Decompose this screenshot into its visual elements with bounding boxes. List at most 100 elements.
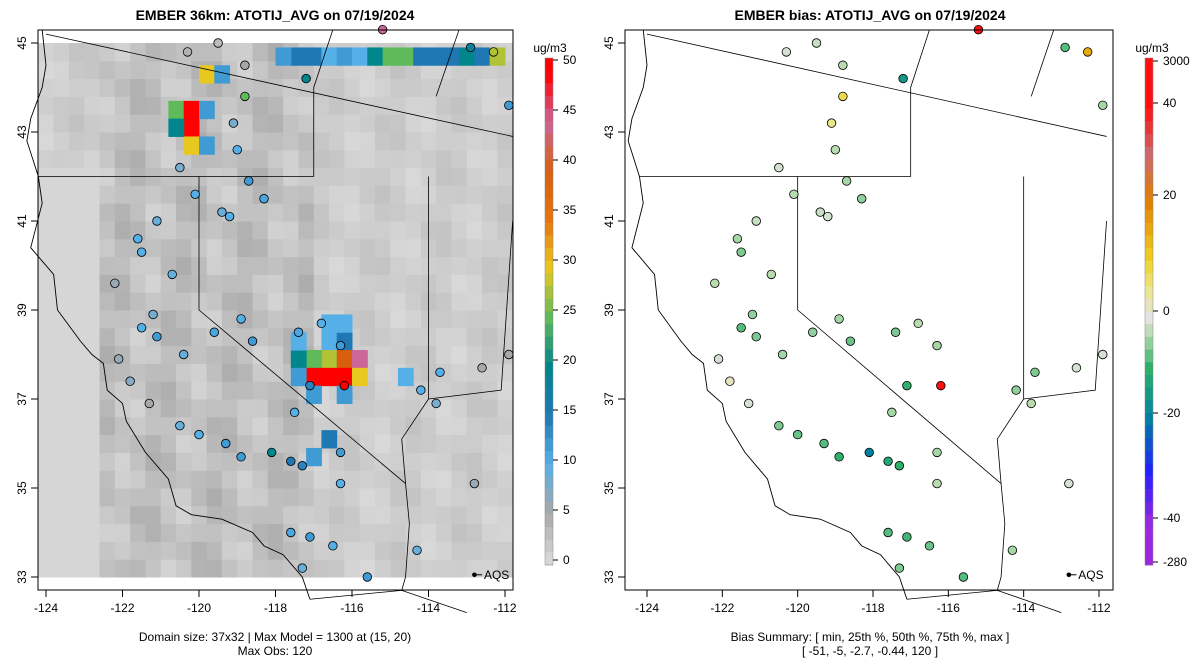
grid-cell bbox=[53, 149, 70, 169]
colorbar-segment bbox=[545, 159, 553, 173]
grid-cell-high bbox=[275, 47, 292, 66]
grid-cell bbox=[374, 132, 391, 151]
grid-cell bbox=[53, 132, 70, 151]
grid-cell-high bbox=[306, 447, 322, 467]
grid-cell bbox=[99, 292, 116, 311]
grid-cell bbox=[68, 488, 85, 507]
colorbar-segment bbox=[545, 273, 553, 287]
grid-cell bbox=[283, 488, 299, 507]
station-point bbox=[774, 162, 784, 173]
left-colorbar-unit: ug/m3 bbox=[533, 41, 567, 55]
grid-cell bbox=[130, 363, 146, 382]
colorbar-segment bbox=[1145, 172, 1153, 186]
grid-cell bbox=[374, 541, 391, 560]
grid-cell bbox=[84, 238, 101, 258]
grid-cell bbox=[221, 238, 238, 258]
grid-cell bbox=[176, 559, 192, 578]
grid-cell bbox=[267, 256, 284, 275]
grid-cell bbox=[221, 559, 238, 578]
colorbar-tick-label: 35 bbox=[563, 203, 577, 217]
station-point bbox=[777, 349, 788, 360]
grid-cell bbox=[114, 185, 131, 204]
grid-cell bbox=[451, 363, 468, 382]
station-point bbox=[236, 314, 246, 324]
grid-cell bbox=[145, 381, 162, 400]
grid-cell bbox=[390, 185, 407, 204]
grid-cell-high bbox=[413, 47, 429, 66]
grid-cell bbox=[436, 185, 452, 204]
grid-cell bbox=[145, 345, 162, 364]
station-point bbox=[435, 367, 445, 378]
aqs-label: AQS bbox=[1078, 568, 1103, 582]
station-point bbox=[362, 572, 373, 582]
colorbar-segment bbox=[545, 172, 553, 186]
station-point bbox=[1098, 349, 1108, 360]
grid-cell bbox=[252, 310, 269, 329]
grid-cell bbox=[53, 96, 70, 115]
grid-cell bbox=[451, 310, 468, 329]
grid-cell bbox=[390, 292, 407, 311]
grid-cell-high bbox=[306, 47, 322, 66]
grid-cell bbox=[298, 149, 315, 169]
grid-cell bbox=[114, 238, 131, 258]
grid-cell bbox=[466, 381, 483, 400]
grid-cell bbox=[191, 310, 208, 329]
grid-cell bbox=[53, 221, 70, 240]
station-point bbox=[1071, 363, 1082, 373]
grid-cell bbox=[237, 43, 254, 62]
grid-cell bbox=[482, 238, 498, 258]
grid-cell bbox=[206, 488, 223, 507]
grid-cell bbox=[130, 203, 146, 222]
grid-cell bbox=[221, 452, 238, 471]
grid-cell bbox=[359, 452, 376, 471]
grid-cell bbox=[359, 203, 376, 222]
station-point bbox=[1007, 545, 1018, 556]
station-point bbox=[932, 478, 942, 489]
grid-cell bbox=[482, 221, 498, 240]
grid-cell-high bbox=[290, 367, 307, 387]
grid-cell bbox=[482, 149, 498, 169]
grid-cell bbox=[497, 203, 514, 222]
grid-cell bbox=[160, 221, 177, 240]
grid-cell bbox=[374, 416, 391, 436]
x-tick-label: -120 bbox=[187, 601, 211, 615]
grid-cell bbox=[482, 274, 498, 293]
grid-cell bbox=[374, 203, 391, 222]
station-point bbox=[236, 452, 246, 462]
station-point bbox=[301, 73, 311, 84]
grid-cell bbox=[466, 96, 483, 115]
grid-cell bbox=[436, 96, 452, 115]
colorbar-segment bbox=[1145, 552, 1153, 566]
colorbar-segment bbox=[1145, 248, 1153, 262]
grid-cell bbox=[114, 60, 131, 80]
grid-cell bbox=[145, 185, 162, 204]
grid-cell bbox=[298, 256, 315, 275]
grid-cell bbox=[160, 238, 177, 258]
station-point bbox=[713, 354, 724, 364]
grid-cell bbox=[344, 274, 361, 293]
grid-cell bbox=[466, 185, 483, 204]
colorbar-tick-label: 40 bbox=[563, 153, 577, 167]
grid-cell bbox=[359, 470, 376, 489]
grid-cell bbox=[436, 310, 452, 329]
grid-cell bbox=[68, 203, 85, 222]
grid-cell-high bbox=[352, 47, 368, 66]
grid-cell bbox=[237, 416, 254, 436]
grid-cell bbox=[374, 78, 391, 97]
colorbar-tick-label: 20 bbox=[1163, 188, 1177, 202]
grid-cell bbox=[298, 310, 315, 329]
grid-cell bbox=[313, 132, 330, 151]
grid-cell bbox=[237, 149, 254, 169]
grid-cell bbox=[359, 114, 376, 133]
grid-cell bbox=[145, 274, 162, 293]
grid-cell-high bbox=[199, 100, 215, 120]
station-point bbox=[221, 438, 231, 449]
grid-cell bbox=[237, 399, 254, 418]
grid-cell-high bbox=[382, 47, 399, 66]
station-point bbox=[504, 349, 514, 360]
grid-cell bbox=[482, 114, 498, 133]
colorbar-segment bbox=[545, 514, 553, 528]
colorbar-segment bbox=[1145, 146, 1153, 160]
grid-cell bbox=[497, 399, 514, 418]
grid-cell bbox=[68, 452, 85, 471]
